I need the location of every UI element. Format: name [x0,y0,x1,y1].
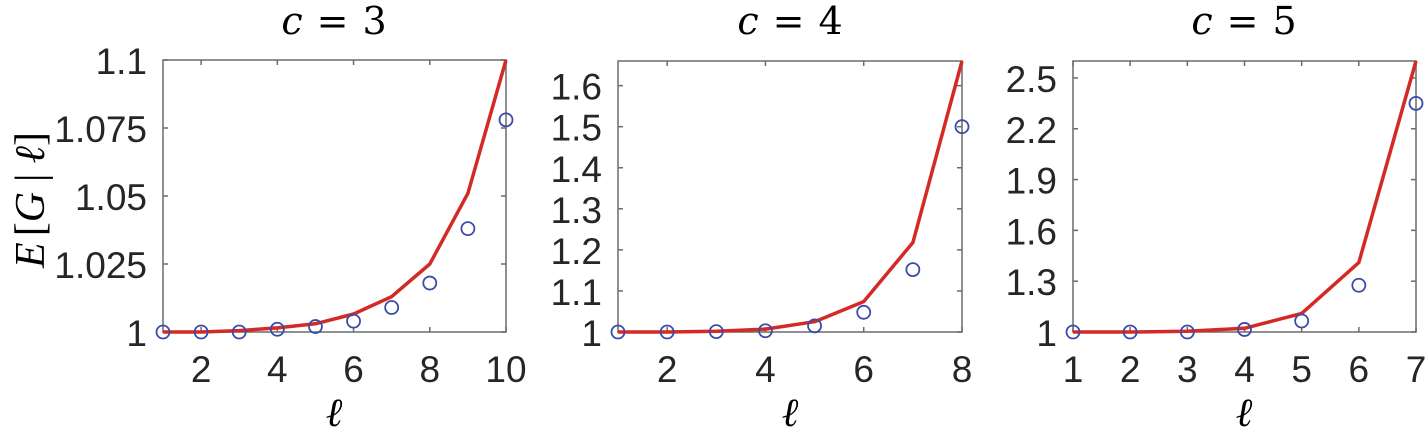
y-axis-label: E [G | ℓ] [8,132,54,269]
data-point-circle [1294,313,1310,329]
data-point-circle [807,318,822,334]
data-point-circle [193,324,209,340]
x-tick-label: 8 [952,349,973,390]
x-tick-label: 6 [853,349,874,390]
x-tick-label: 1 [1063,349,1084,390]
data-point-circle [308,319,323,334]
ylabel-G: G [8,192,54,222]
series-markers [610,119,970,340]
data-point-circle [610,324,626,340]
y-tick-label: 1.075 [54,109,147,150]
series-line [1073,60,1418,334]
ylabel-E: E [8,242,54,269]
series-line [163,59,508,334]
panel-title: c = 5 [1191,0,1296,43]
panel-c5: c = 5 1 2 3 4 5 6 711.31.61.92.22.5 ℓ [1006,0,1425,434]
data-point-circle [1351,277,1367,293]
panel-c3: c = 3 2 4 6 8 10 1 1.025 1.05 1.075 1.1 ℓ [54,0,526,434]
data-point-circle [659,324,675,340]
x-tick-label: 6 [1349,349,1370,390]
plot-area: 2 4 6 811.11.21.31.41.51.6 [551,60,972,390]
axes-box [162,59,507,333]
panel-c4: c = 4 2 4 6 811.11.21.31.41.51.6 ℓ [551,0,973,434]
y-tick-label: 1.2 [551,231,602,272]
data-point-circle [758,323,773,339]
data-point-circle [460,221,476,237]
x-tick-label: 10 [485,349,526,390]
ylabel-open-bracket: [ [8,222,54,236]
series-line [618,60,964,334]
x-tick-label: 2 [1120,349,1141,390]
y-axis: 1 1.025 1.05 1.075 1.1 [54,41,506,354]
y-tick-label: 1.6 [551,67,602,108]
y-tick-label: 1 [126,313,147,354]
data-point-circle [498,112,514,128]
data-point-circle [1065,324,1081,340]
x-axis: 2 4 6 8 10 [191,60,527,390]
y-tick-label: 2.5 [1006,59,1057,100]
y-tick-label: 1.1 [551,272,602,313]
data-point-circle [1408,95,1424,111]
y-tick-label: 1.025 [54,245,147,286]
x-tick-label: 5 [1291,349,1312,390]
x-tick-label: 7 [1406,349,1425,390]
axes-box [617,60,963,333]
data-point-circle [1179,324,1195,340]
series-markers [155,112,514,340]
svg-text:E[G|ℓ]: E [G | ℓ] [8,132,54,269]
axes-box [1072,60,1417,333]
y-tick-label: 1 [581,313,602,354]
x-axis-label: ℓ [1236,390,1253,434]
x-tick-label: 4 [1234,349,1255,390]
x-tick-label: 6 [343,349,364,390]
x-tick-label: 3 [1177,349,1198,390]
data-point-circle [384,300,400,315]
data-point-circle [856,304,872,320]
data-point-circle [1237,322,1252,337]
data-point-circle [155,324,171,340]
data-point-circle [269,321,285,337]
y-tick-label: 1.3 [551,190,602,231]
data-point-circle [954,119,970,135]
x-tick-label: 8 [419,349,440,390]
x-tick-label: 2 [191,349,212,390]
panel-title: c = 3 [281,0,386,43]
ylabel-ell: ℓ [8,146,54,164]
data-point-circle [422,275,438,291]
x-tick-label: 4 [267,349,288,390]
y-tick-label: 1.4 [551,149,602,190]
y-tick-label: 1.05 [75,177,147,218]
panel-title: c = 4 [737,0,842,43]
data-point-circle [708,324,724,339]
ylabel-bar: | [8,174,54,182]
data-point-circle [1122,324,1138,340]
x-axis: 2 4 6 8 [657,61,972,390]
ylabel-close-bracket: ] [8,132,54,146]
plot-area: 1 2 3 4 5 6 711.31.61.92.22.5 [1006,59,1425,390]
y-tick-label: 1.3 [1006,262,1057,303]
x-tick-label: 4 [755,349,776,390]
y-tick-label: 1.1 [96,41,147,82]
plot-area: 2 4 6 8 10 1 1.025 1.05 1.075 1.1 [54,41,526,390]
y-tick-label: 1.5 [551,108,602,149]
data-point-circle [346,313,361,329]
data-point-circle [905,262,921,277]
x-tick-label: 2 [657,349,678,390]
x-axis-label: ℓ [782,390,799,434]
series-markers [1065,95,1424,340]
y-tick-label: 2.2 [1006,110,1057,151]
x-axis-label: ℓ [326,390,343,434]
y-tick-label: 1.6 [1006,211,1057,252]
y-axis: 1 1.3 1.6 1.9 2.2 2.5 [1006,59,1416,354]
data-point-circle [231,324,247,340]
y-tick-label: 1 [1036,313,1057,354]
y-tick-label: 1.9 [1006,161,1057,202]
y-axis: 11.11.21.31.41.51.6 [551,67,962,354]
